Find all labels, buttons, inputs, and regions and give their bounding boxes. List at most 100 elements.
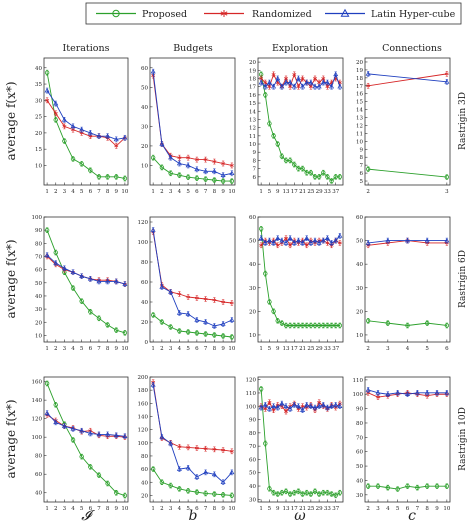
y-tick-label: 10: [356, 333, 363, 339]
proposed-point-8: [292, 323, 297, 328]
lhc-point-3: [395, 390, 401, 395]
proposed-point-3: [177, 486, 182, 492]
y-tick-label: 10: [35, 163, 42, 169]
proposed-point-0: [44, 381, 50, 386]
proposed-point-9: [296, 489, 301, 494]
lhc-point-7: [434, 390, 440, 395]
lhc-point-1: [53, 260, 59, 265]
proposed-point-8: [114, 490, 119, 495]
randomized-point-7: [288, 243, 293, 248]
proposed-point-0: [150, 155, 156, 160]
lhc-point-4: [405, 391, 410, 396]
proposed-point-7: [287, 158, 293, 163]
randomized-point-1: [444, 71, 449, 76]
y-tick-label: 7: [253, 167, 257, 173]
lhc-point-7: [105, 133, 111, 138]
randomized-point-0: [259, 243, 264, 248]
x-tick-label: 8: [213, 506, 217, 512]
proposed-point-3: [271, 490, 276, 495]
y-tick-label: 120: [138, 220, 149, 226]
y-tick-label: 14: [356, 108, 363, 114]
y-tick-label: 8: [253, 158, 257, 164]
y-tick-label: 9: [253, 150, 257, 156]
proposed-point-12: [308, 323, 314, 328]
y-tick-label: 60: [141, 280, 148, 286]
proposed-point-17: [329, 491, 334, 497]
x-tick-label: 8: [106, 346, 110, 352]
x-tick-label: 4: [406, 346, 410, 352]
y-tick-label: 80: [35, 454, 42, 460]
proposed-point-1: [263, 441, 268, 446]
y-tick-label: 0: [145, 340, 149, 346]
lhc-point-15: [320, 79, 326, 85]
y-tick-label: 140: [32, 398, 43, 404]
proposed-point-6: [203, 331, 208, 337]
x-tick-label: 3: [63, 506, 67, 512]
x-tick-label: 7: [97, 506, 101, 512]
proposed-point-3: [424, 320, 430, 326]
proposed-point-2: [405, 323, 410, 328]
legend-lhc-marker: [340, 8, 350, 17]
randomized-point-13: [313, 76, 317, 81]
x-tick-label: 6: [89, 506, 93, 512]
x-tick-label: 1: [45, 346, 49, 352]
y-tick-label: 40: [249, 262, 256, 268]
lhc-point-8: [291, 240, 297, 245]
y-tick-label: 40: [35, 294, 42, 300]
proposed-point-3: [177, 328, 182, 334]
y-tick-label: 8: [360, 155, 364, 161]
lhc-point-2: [168, 440, 174, 446]
x-tick-label: 29: [316, 506, 323, 512]
lhc-point-3: [176, 466, 182, 471]
x-tick-label: 10: [443, 506, 450, 512]
randomized-point-6: [284, 409, 288, 414]
proposed-point-7: [105, 174, 110, 180]
series-line-proposed: [368, 168, 447, 178]
y-tick-label: 40: [356, 478, 363, 484]
y-tick-label: 17: [249, 85, 256, 91]
y-tick-label: 35: [35, 82, 42, 88]
x-tick-label: 5: [186, 346, 190, 352]
lhc-point-4: [185, 311, 191, 316]
lhc-point-8: [220, 479, 226, 485]
randomized-point-6: [203, 446, 208, 451]
panel-r3-c1: 40 60 80 100 120 140 160 1 2 3 4 5 6 7 8 9 10: [32, 376, 129, 512]
x-tick-label: 3: [63, 189, 67, 195]
x-tick-label: 8: [106, 189, 110, 195]
proposed-point-3: [271, 309, 276, 314]
proposed-point-4: [185, 488, 191, 494]
lhc-point-16: [324, 404, 330, 410]
y-tick-label: 19: [356, 68, 363, 74]
legend-randomized-label: Randomized: [252, 9, 312, 20]
lhc-point-6: [203, 319, 209, 324]
lhc-point-3: [271, 240, 277, 245]
proposed-point-7: [105, 481, 110, 486]
lhc-point-1: [262, 83, 268, 89]
lhc-point-15: [320, 237, 326, 243]
row-title-6d: Rastrigin 6D: [458, 250, 468, 308]
randomized-point-4: [186, 295, 191, 299]
series-line-latin-hyper-cube: [152, 229, 233, 327]
x-tick-label: 5: [268, 506, 272, 512]
x-tick-label: 10: [228, 506, 235, 512]
lhc-point-7: [211, 323, 217, 328]
x-axis-label-connections: c: [408, 508, 416, 524]
lhc-point-17: [329, 240, 335, 245]
y-tick-label: 5: [360, 179, 364, 185]
y-tick-label: 25: [35, 115, 42, 121]
proposed-point-10: [300, 491, 305, 497]
legend-lhc-label: Latin Hyper-cube: [371, 9, 456, 20]
y-tick-label: 18: [356, 76, 363, 82]
lhc-point-9: [295, 403, 301, 409]
lhc-point-2: [168, 154, 174, 160]
y-tick-label: 100: [353, 392, 364, 398]
y-tick-label: 80: [141, 454, 148, 460]
lhc-point-18: [333, 237, 339, 243]
proposed-point-0: [150, 312, 156, 318]
proposed-point-13: [312, 323, 318, 328]
x-tick-label: 9: [114, 189, 118, 195]
x-tick-label: 9: [221, 189, 225, 195]
proposed-point-18: [333, 493, 338, 498]
proposed-point-11: [304, 490, 309, 495]
